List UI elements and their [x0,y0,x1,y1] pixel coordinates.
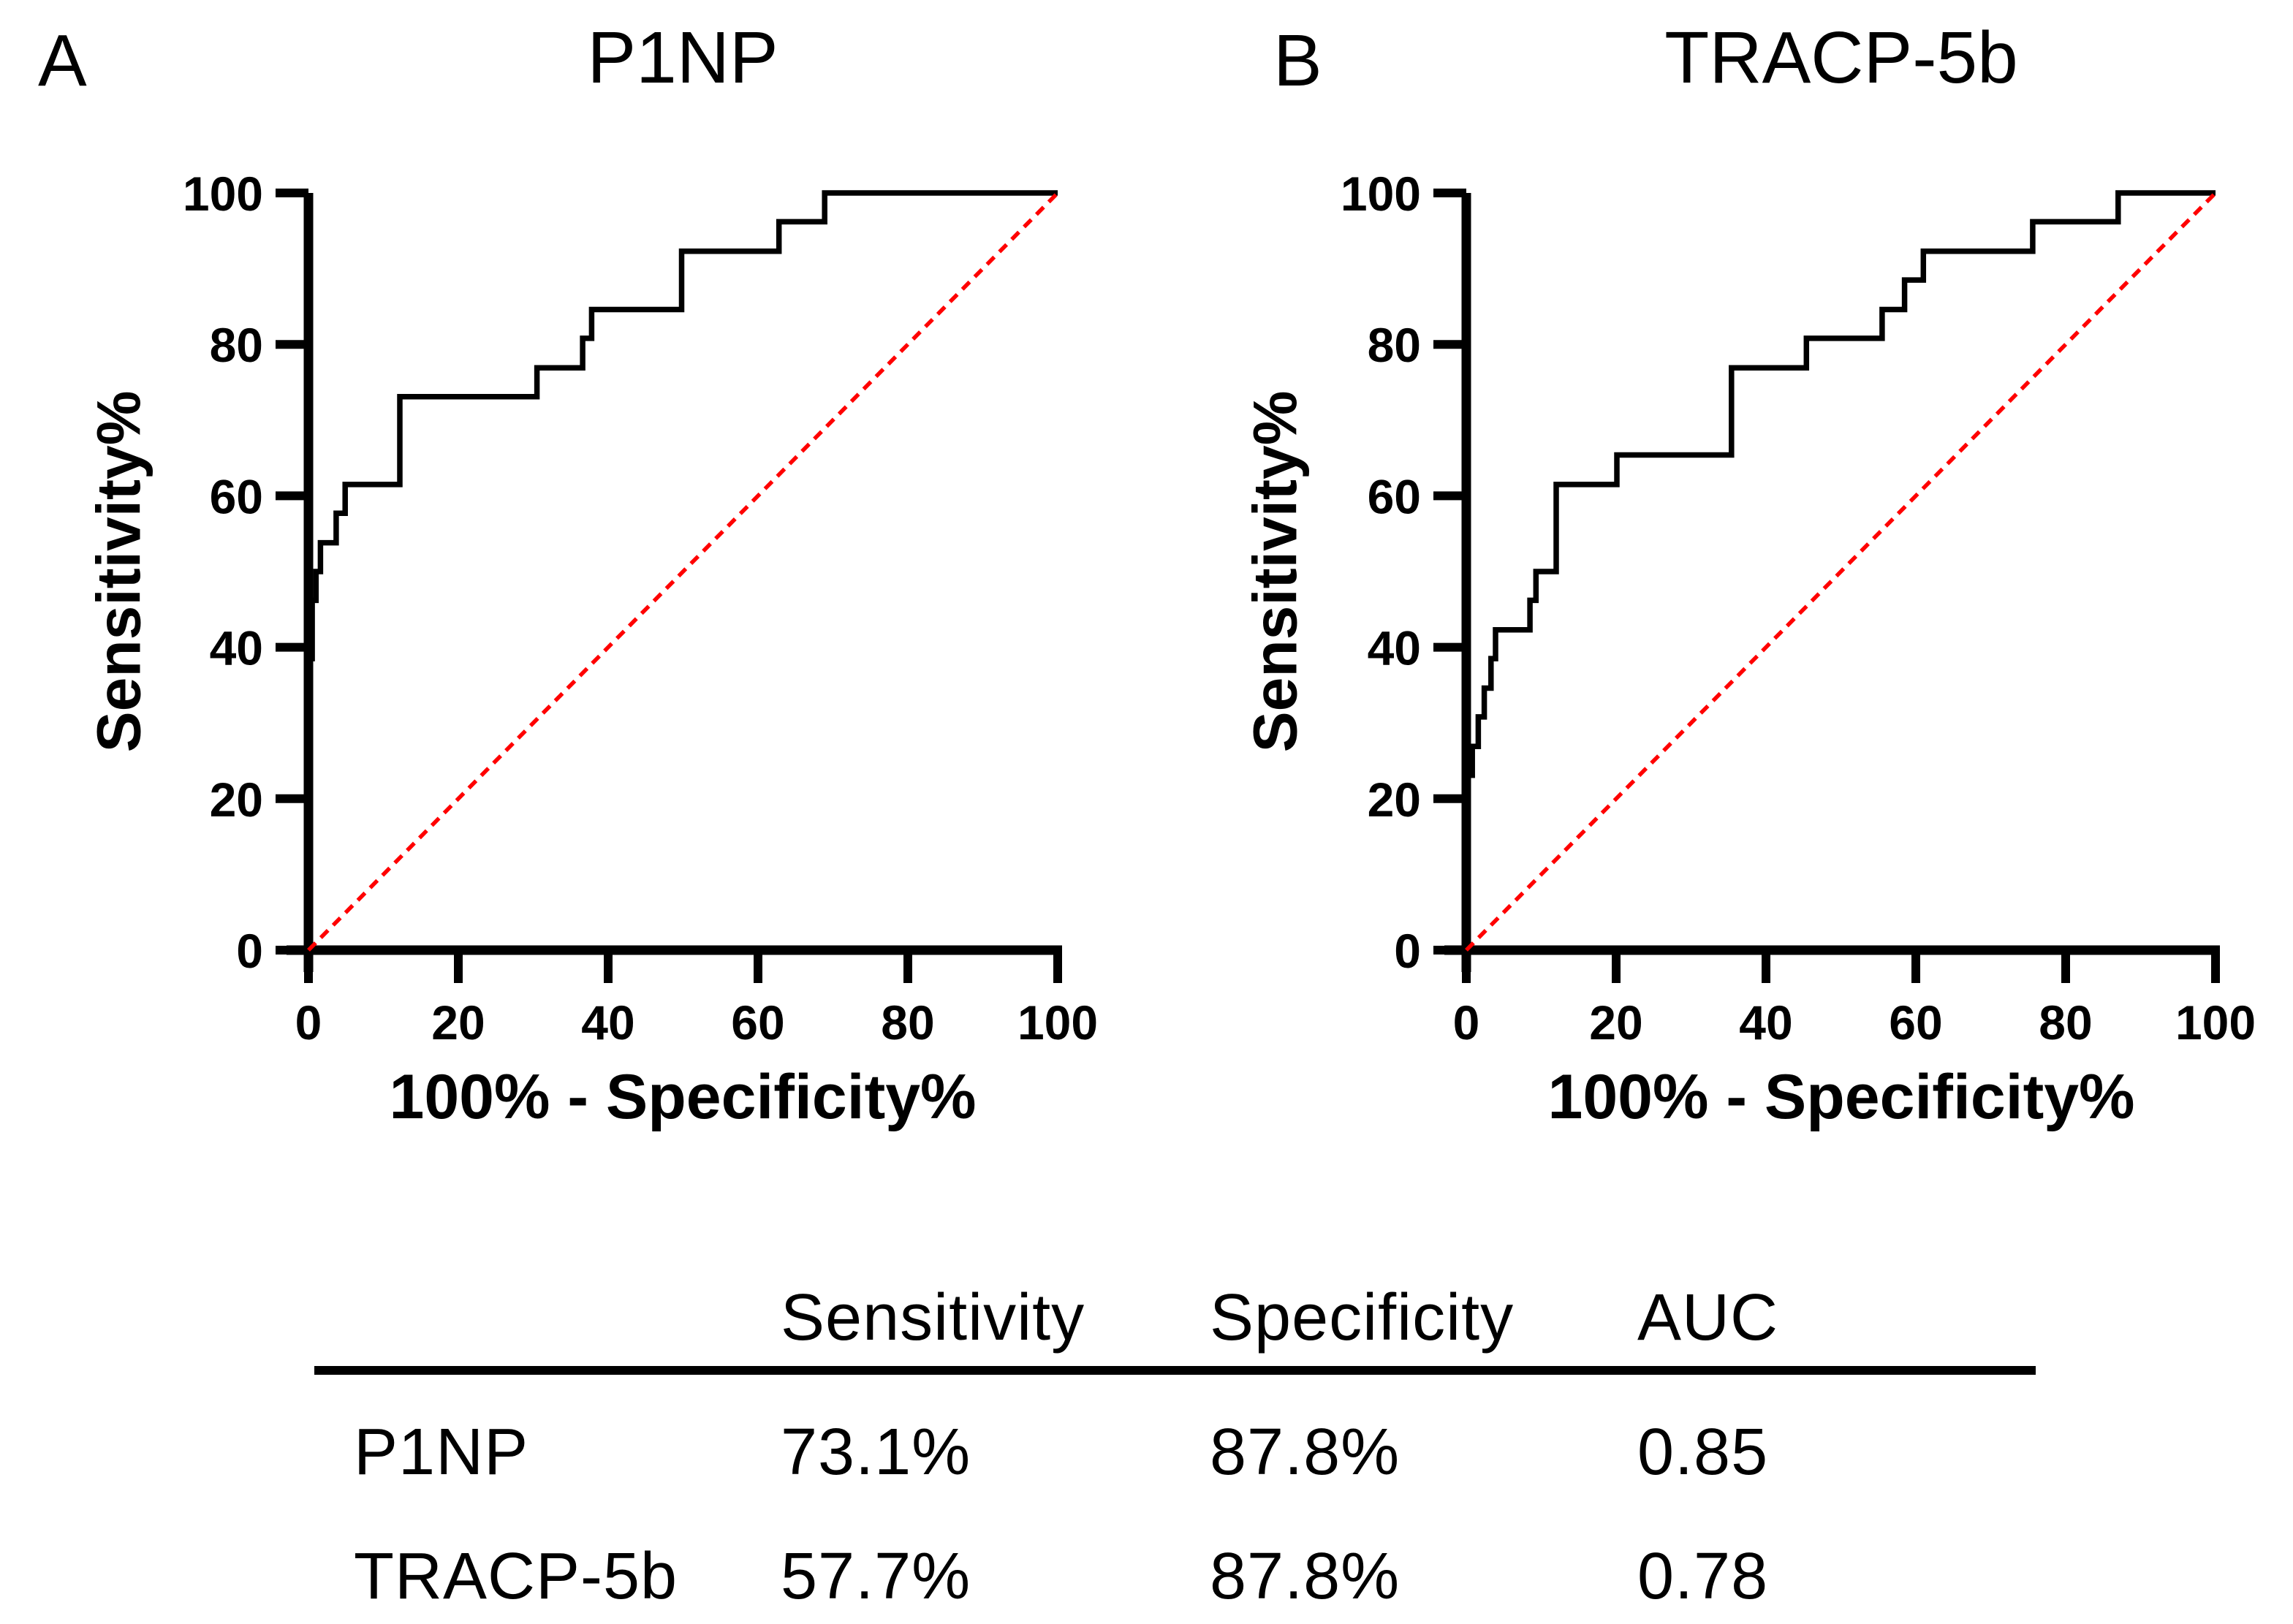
x-tick-label: 80 [2039,995,2092,1050]
x-tick-label: 60 [1889,995,1942,1050]
row-label: P1NP [354,1416,529,1489]
panel-a-x-axis-title: 100% - Specificity% [389,1062,977,1132]
panel-a-y-axis-title: Sensitivity% [84,390,154,753]
y-tick-label: 0 [236,924,263,978]
x-tick-label: 100 [1017,995,1098,1050]
y-tick-label: 0 [1394,924,1421,978]
y-tick-label: 80 [210,318,263,372]
y-tick-label: 60 [1368,469,1421,523]
x-tick-label: 100 [2175,995,2256,1050]
x-tick-label: 20 [1589,995,1642,1050]
chance-diagonal [1465,191,2217,952]
auc-value: 0.85 [1637,1416,1769,1489]
x-tick-label: 0 [295,995,322,1050]
auc-value: 0.78 [1637,1540,1769,1613]
panel-b-title: TRACP-5b [1664,17,2018,99]
sensitivity-value: 57.7% [781,1540,971,1613]
roc-curve [306,190,1058,950]
panel-a-letter: A [38,20,87,102]
x-tick-label: 40 [1739,995,1792,1050]
table-header-auc: AUC [1637,1281,1779,1354]
y-tick-label: 60 [210,469,263,523]
row-label: TRACP-5b [354,1540,678,1613]
y-tick-label: 80 [1368,318,1421,372]
panel-b-y-axis-title: Sensitivity% [1240,390,1310,753]
y-tick-label: 100 [183,167,263,221]
sensitivity-value: 73.1% [781,1416,971,1489]
x-tick-label: 0 [1453,995,1480,1050]
table-divider [314,1366,2036,1375]
panel-b-letter: B [1273,20,1322,102]
x-tick-label: 20 [431,995,485,1050]
panel-a-title: P1NP [587,17,778,99]
y-tick-label: 40 [210,621,263,675]
specificity-value: 87.8% [1210,1416,1401,1489]
roc-curve [1463,190,2216,950]
panel-b-x-axis-title: 100% - Specificity% [1547,1062,2135,1132]
table-header-sensitivity: Sensitivity [781,1281,1085,1354]
y-tick-label: 100 [1341,167,1421,221]
y-tick-label: 20 [1368,773,1421,827]
x-tick-label: 80 [881,995,934,1050]
y-tick-label: 40 [1368,621,1421,675]
table-header-specificity: Specificity [1210,1281,1515,1354]
x-tick-label: 40 [581,995,634,1050]
y-tick-label: 20 [210,773,263,827]
x-tick-label: 60 [731,995,784,1050]
specificity-value: 87.8% [1210,1540,1401,1613]
chance-diagonal [307,191,1059,952]
